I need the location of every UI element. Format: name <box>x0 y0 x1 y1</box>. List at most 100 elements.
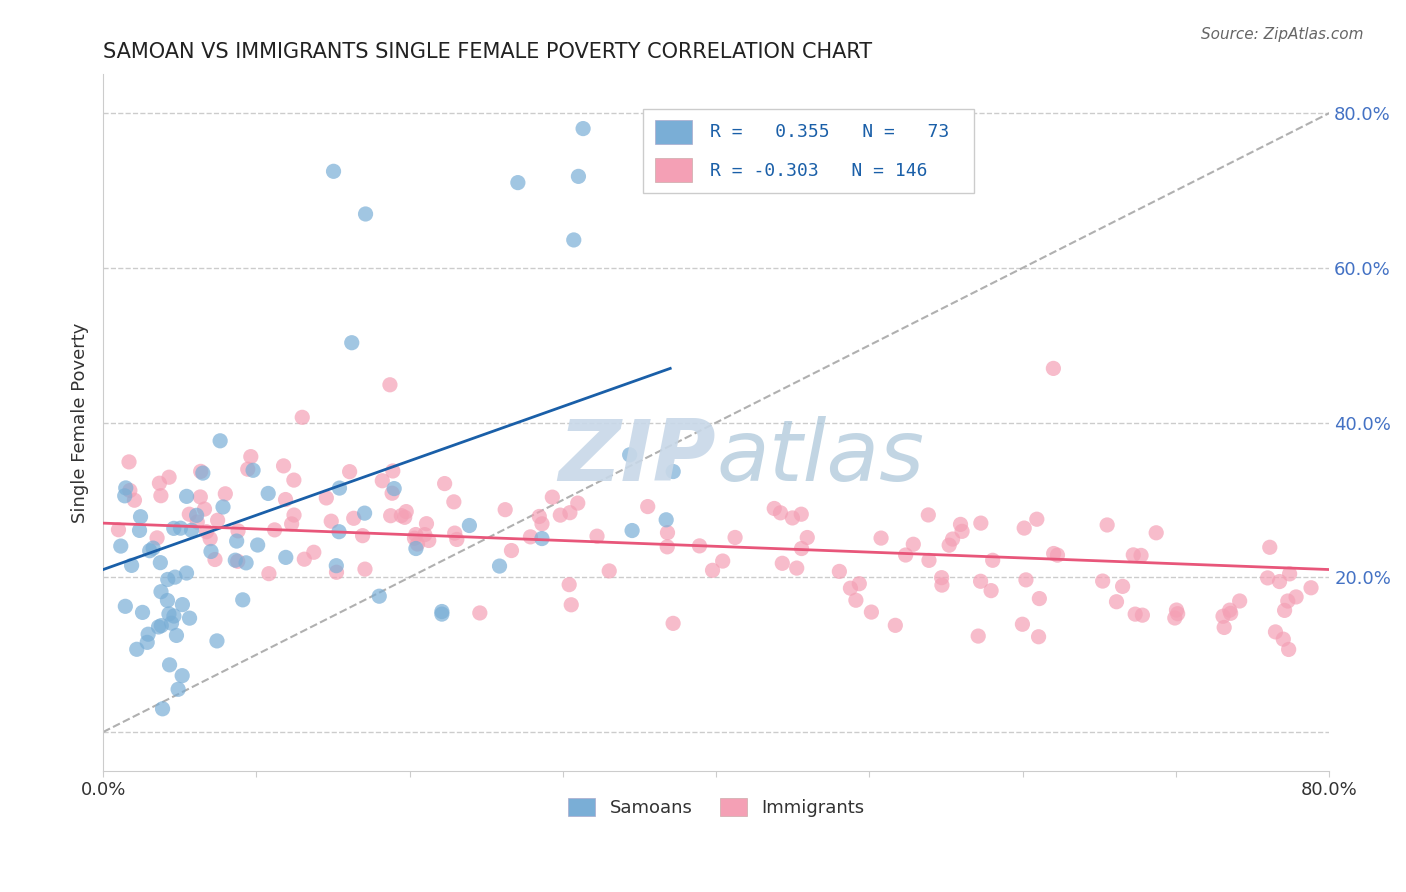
Point <box>190 464 212 478</box>
Text: SAMOAN VS IMMIGRANTS SINGLE FEMALE POVERTY CORRELATION CHART: SAMOAN VS IMMIGRANTS SINGLE FEMALE POVER… <box>103 42 872 62</box>
Point <box>148 620 170 634</box>
Point <box>981 553 1004 567</box>
Point <box>368 589 391 603</box>
Point <box>1212 609 1234 624</box>
Point <box>845 593 868 607</box>
Point <box>562 233 585 247</box>
Point <box>131 606 153 620</box>
Point <box>931 578 953 592</box>
FancyBboxPatch shape <box>655 158 692 182</box>
Point <box>1123 607 1146 621</box>
Point <box>378 377 401 392</box>
Point <box>790 541 813 556</box>
Point <box>169 521 191 535</box>
Point <box>214 487 236 501</box>
Point <box>870 531 893 545</box>
Point <box>763 501 786 516</box>
Point <box>494 502 516 516</box>
Point <box>567 169 589 184</box>
Point <box>152 702 174 716</box>
Point <box>848 576 870 591</box>
Point <box>339 465 361 479</box>
Point <box>430 605 453 619</box>
Point <box>903 537 925 551</box>
Point <box>637 500 659 514</box>
Point <box>980 583 1002 598</box>
Point <box>371 474 394 488</box>
Point <box>894 548 917 562</box>
Point <box>405 541 427 556</box>
Point <box>302 545 325 559</box>
Point <box>380 508 402 523</box>
Point <box>150 584 173 599</box>
Point <box>1166 603 1188 617</box>
Point <box>519 530 541 544</box>
Legend: Samoans, Immigrants: Samoans, Immigrants <box>561 790 872 824</box>
Point <box>129 509 152 524</box>
Point <box>770 557 793 571</box>
Text: R = -0.303   N = 146: R = -0.303 N = 146 <box>710 161 928 179</box>
Point <box>179 611 201 625</box>
Point <box>969 574 991 589</box>
Point <box>204 552 226 566</box>
Point <box>1091 574 1114 588</box>
Point <box>107 523 129 537</box>
Point <box>263 523 285 537</box>
Point <box>273 458 295 473</box>
Point <box>354 562 377 576</box>
Point <box>114 489 136 503</box>
Point <box>1258 541 1281 555</box>
Point <box>1257 571 1279 585</box>
Point <box>354 207 377 221</box>
Point <box>1219 607 1241 621</box>
Point <box>205 634 228 648</box>
Point <box>1132 608 1154 623</box>
Point <box>157 607 180 621</box>
Point <box>198 532 221 546</box>
Point <box>550 508 572 522</box>
Point <box>157 470 180 484</box>
Point <box>235 556 257 570</box>
Point <box>167 682 190 697</box>
Point <box>828 565 851 579</box>
Point <box>1277 594 1299 608</box>
Point <box>138 543 160 558</box>
Point <box>586 529 609 543</box>
Point <box>283 508 305 522</box>
Point <box>325 566 347 580</box>
Point <box>224 553 246 567</box>
Point <box>110 539 132 553</box>
Point <box>1278 642 1301 657</box>
Point <box>782 511 804 525</box>
Point <box>931 571 953 585</box>
Point <box>967 629 990 643</box>
Point <box>274 492 297 507</box>
Point <box>1229 594 1251 608</box>
Point <box>1042 547 1064 561</box>
Point <box>942 532 965 546</box>
Point <box>172 668 194 682</box>
Point <box>186 508 208 523</box>
Point <box>1130 549 1153 563</box>
Point <box>114 481 136 495</box>
Point <box>530 516 553 531</box>
Point <box>1025 512 1047 526</box>
Point <box>322 164 344 178</box>
Point <box>598 564 620 578</box>
Point <box>193 502 215 516</box>
Point <box>1015 573 1038 587</box>
Point <box>328 481 350 495</box>
Point <box>315 491 337 505</box>
Point <box>165 628 187 642</box>
Point <box>209 434 232 448</box>
Point <box>125 642 148 657</box>
Point <box>176 489 198 503</box>
FancyBboxPatch shape <box>655 120 692 144</box>
Point <box>191 466 214 480</box>
Point <box>796 531 818 545</box>
Point <box>501 543 523 558</box>
Point <box>1012 521 1035 535</box>
Point <box>283 473 305 487</box>
Text: atlas: atlas <box>716 416 924 499</box>
Point <box>292 552 315 566</box>
